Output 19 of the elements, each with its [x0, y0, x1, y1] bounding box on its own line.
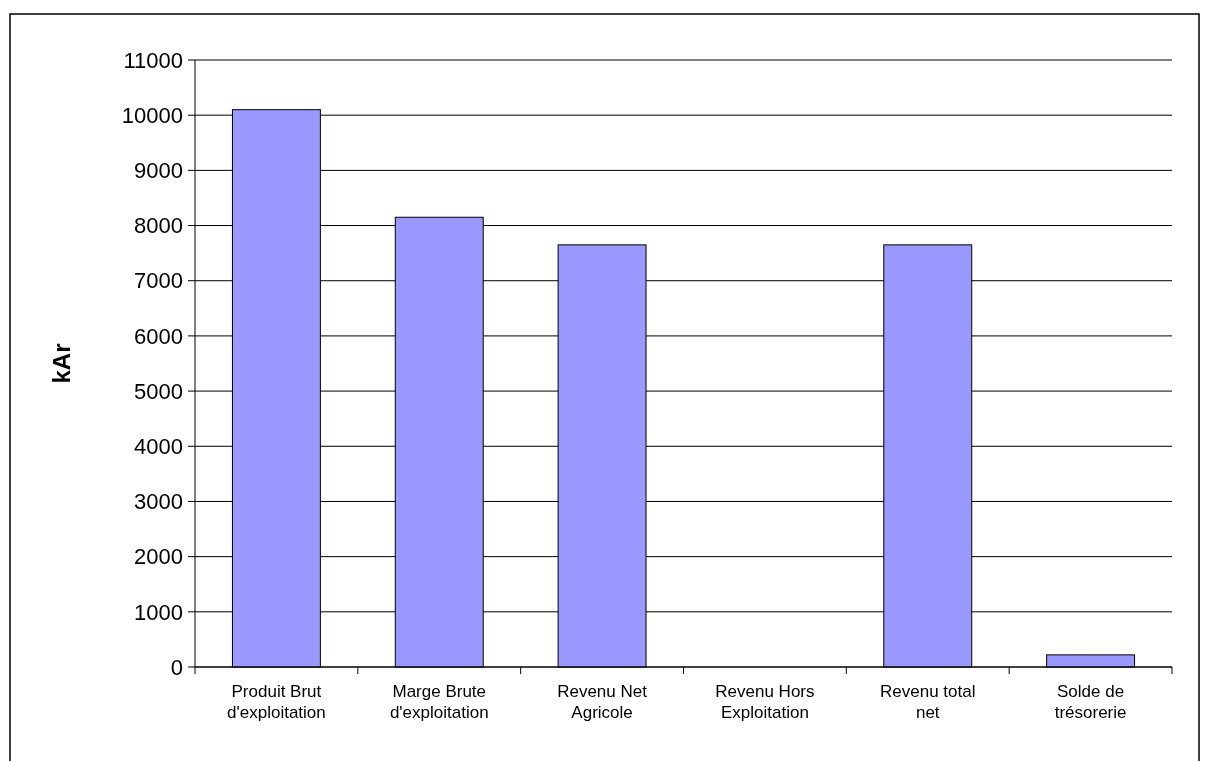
y-tick-label: 3000 [134, 489, 183, 515]
y-tick-label: 10000 [121, 102, 183, 128]
y-tick-label: 8000 [134, 213, 183, 239]
x-tick-label: Revenu Hors Exploitation [715, 682, 815, 722]
x-tick-label: Solde de trésorerie [1054, 682, 1127, 722]
x-tick-label: Revenu total net [880, 682, 976, 722]
x-tick-label: Revenu Net Agricole [557, 682, 648, 722]
y-tick-label: 4000 [134, 433, 183, 459]
x-tick-label: Produit Brut d'exploitation [227, 682, 326, 722]
y-tick-label: 1000 [134, 599, 183, 625]
y-axis-title: kAr [48, 343, 75, 384]
y-tick-label: 5000 [134, 378, 183, 404]
y-tick-label: 11000 [123, 47, 183, 73]
y-tick-label: 6000 [134, 323, 183, 349]
x-tick-label: Marge Brute d'exploitation [389, 682, 489, 722]
y-tick-label: 2000 [134, 544, 183, 570]
y-tick-label: 7000 [134, 268, 183, 294]
y-tick-label: 0 [170, 654, 183, 680]
y-tick-label: 9000 [134, 158, 183, 184]
